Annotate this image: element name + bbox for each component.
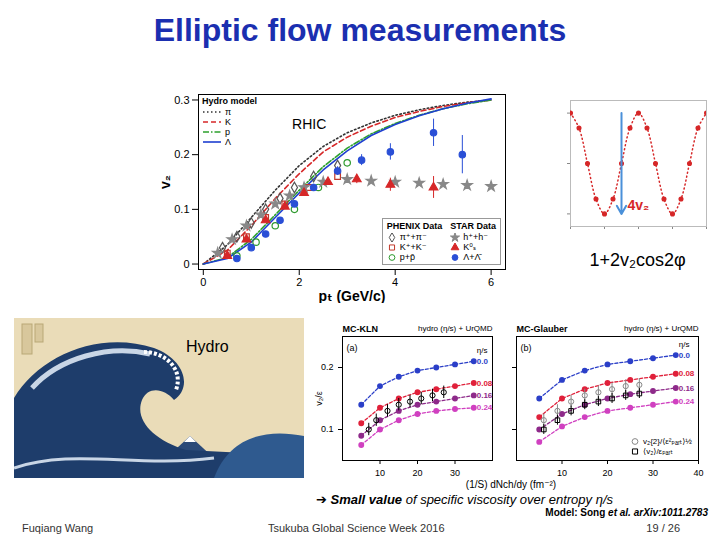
svg-text:MC-Glauber: MC-Glauber bbox=[517, 324, 569, 334]
html-text:Hydro: Hydro bbox=[186, 338, 229, 355]
svg-text:0: 0 bbox=[183, 258, 189, 270]
svg-text:MC-KLN: MC-KLN bbox=[343, 324, 379, 334]
svg-text:30: 30 bbox=[450, 468, 460, 478]
svg-text:4v₂: 4v₂ bbox=[628, 197, 650, 213]
html-text:19 / 26: 19 / 26 bbox=[646, 522, 680, 534]
html-text:Λ: Λ bbox=[225, 137, 231, 147]
svg-text:0.3: 0.3 bbox=[174, 93, 189, 105]
html-text:⟨v₂⟩/εₚₐᵣₜ: ⟨v₂⟩/εₚₐᵣₜ bbox=[643, 446, 673, 456]
svg-text:v₂: v₂ bbox=[157, 175, 173, 189]
svg-text:v₂/ε: v₂/ε bbox=[314, 391, 324, 406]
html-text:p: p bbox=[225, 127, 230, 137]
html-text:(1/S) dNch/dy (fm⁻²): (1/S) dNch/dy (fm⁻²) bbox=[465, 479, 557, 490]
html-text:Tsukuba Global Science Week 20: Tsukuba Global Science Week 2016 bbox=[268, 522, 445, 534]
svg-text:RHIC: RHIC bbox=[292, 116, 326, 132]
svg-text:η/s: η/s bbox=[477, 346, 488, 355]
svg-text:40: 40 bbox=[693, 468, 703, 478]
svg-text:η/s: η/s bbox=[679, 340, 690, 349]
html-text:1+2v₂cos2φ: 1+2v₂cos2φ bbox=[589, 250, 686, 270]
svg-text:20: 20 bbox=[412, 468, 422, 478]
html-text:Λ+Λ̄: Λ+Λ̄ bbox=[463, 252, 481, 262]
html-text:Fuqiang Wang: Fuqiang Wang bbox=[22, 522, 94, 534]
html-text:K⁰ₛ: K⁰ₛ bbox=[463, 242, 477, 252]
svg-text:0.1: 0.1 bbox=[321, 424, 334, 434]
svg-text:0.2: 0.2 bbox=[174, 148, 189, 160]
html-text:h⁺+h⁻: h⁺+h⁻ bbox=[463, 232, 488, 242]
html-text:Hydro model: Hydro model bbox=[202, 96, 257, 106]
svg-text:10: 10 bbox=[557, 468, 567, 478]
svg-text:2: 2 bbox=[296, 276, 302, 288]
svg-text:hydro (η/s) + UrQMD: hydro (η/s) + UrQMD bbox=[418, 324, 493, 333]
svg-text:0.0: 0.0 bbox=[679, 351, 691, 360]
svg-text:0.2: 0.2 bbox=[321, 362, 334, 372]
svg-text:20: 20 bbox=[602, 468, 612, 478]
html-text:K⁺+K⁻: K⁺+K⁻ bbox=[399, 242, 427, 252]
svg-text:pₜ (GeV/c): pₜ (GeV/c) bbox=[319, 288, 386, 304]
svg-text:(b): (b) bbox=[521, 343, 532, 353]
svg-text:0.24: 0.24 bbox=[679, 397, 695, 406]
svg-text:0.08: 0.08 bbox=[679, 369, 695, 378]
html-text:➔ Small value of specific visc: ➔ Small value of specific viscosity over… bbox=[316, 492, 613, 507]
html-text:v₂{2}/⟨ε²ₚₐᵣₜ⟩½: v₂{2}/⟨ε²ₚₐᵣₜ⟩½ bbox=[643, 436, 692, 446]
svg-text:30: 30 bbox=[648, 468, 658, 478]
html-text:π⁺+π⁻: π⁺+π⁻ bbox=[399, 232, 427, 242]
svg-text:0.24: 0.24 bbox=[477, 403, 493, 412]
svg-text:6: 6 bbox=[488, 276, 494, 288]
html-text:Model: Song et al. arXiv:1011.: Model: Song et al. arXiv:1011.2783 bbox=[545, 507, 708, 518]
svg-text:0.1: 0.1 bbox=[174, 203, 189, 215]
svg-text:0.16: 0.16 bbox=[679, 384, 695, 393]
html-text:K: K bbox=[225, 117, 231, 127]
svg-text:10: 10 bbox=[375, 468, 385, 478]
svg-text:0.08: 0.08 bbox=[477, 379, 493, 388]
html-text:STAR Data: STAR Data bbox=[450, 221, 496, 231]
html-text:p+p̄: p+p̄ bbox=[399, 252, 415, 262]
svg-text:0.0: 0.0 bbox=[477, 357, 489, 366]
svg-text:4: 4 bbox=[392, 276, 398, 288]
svg-text:0: 0 bbox=[200, 276, 206, 288]
html-text:PHENIX Data: PHENIX Data bbox=[386, 221, 443, 231]
svg-text:hydro (η/s) + UrQMD: hydro (η/s) + UrQMD bbox=[624, 324, 699, 333]
svg-text:(a): (a) bbox=[347, 343, 358, 353]
svg-text:0.16: 0.16 bbox=[477, 391, 493, 400]
html-text:Elliptic flow measurements: Elliptic flow measurements bbox=[153, 12, 567, 48]
html-text:π: π bbox=[225, 107, 232, 117]
